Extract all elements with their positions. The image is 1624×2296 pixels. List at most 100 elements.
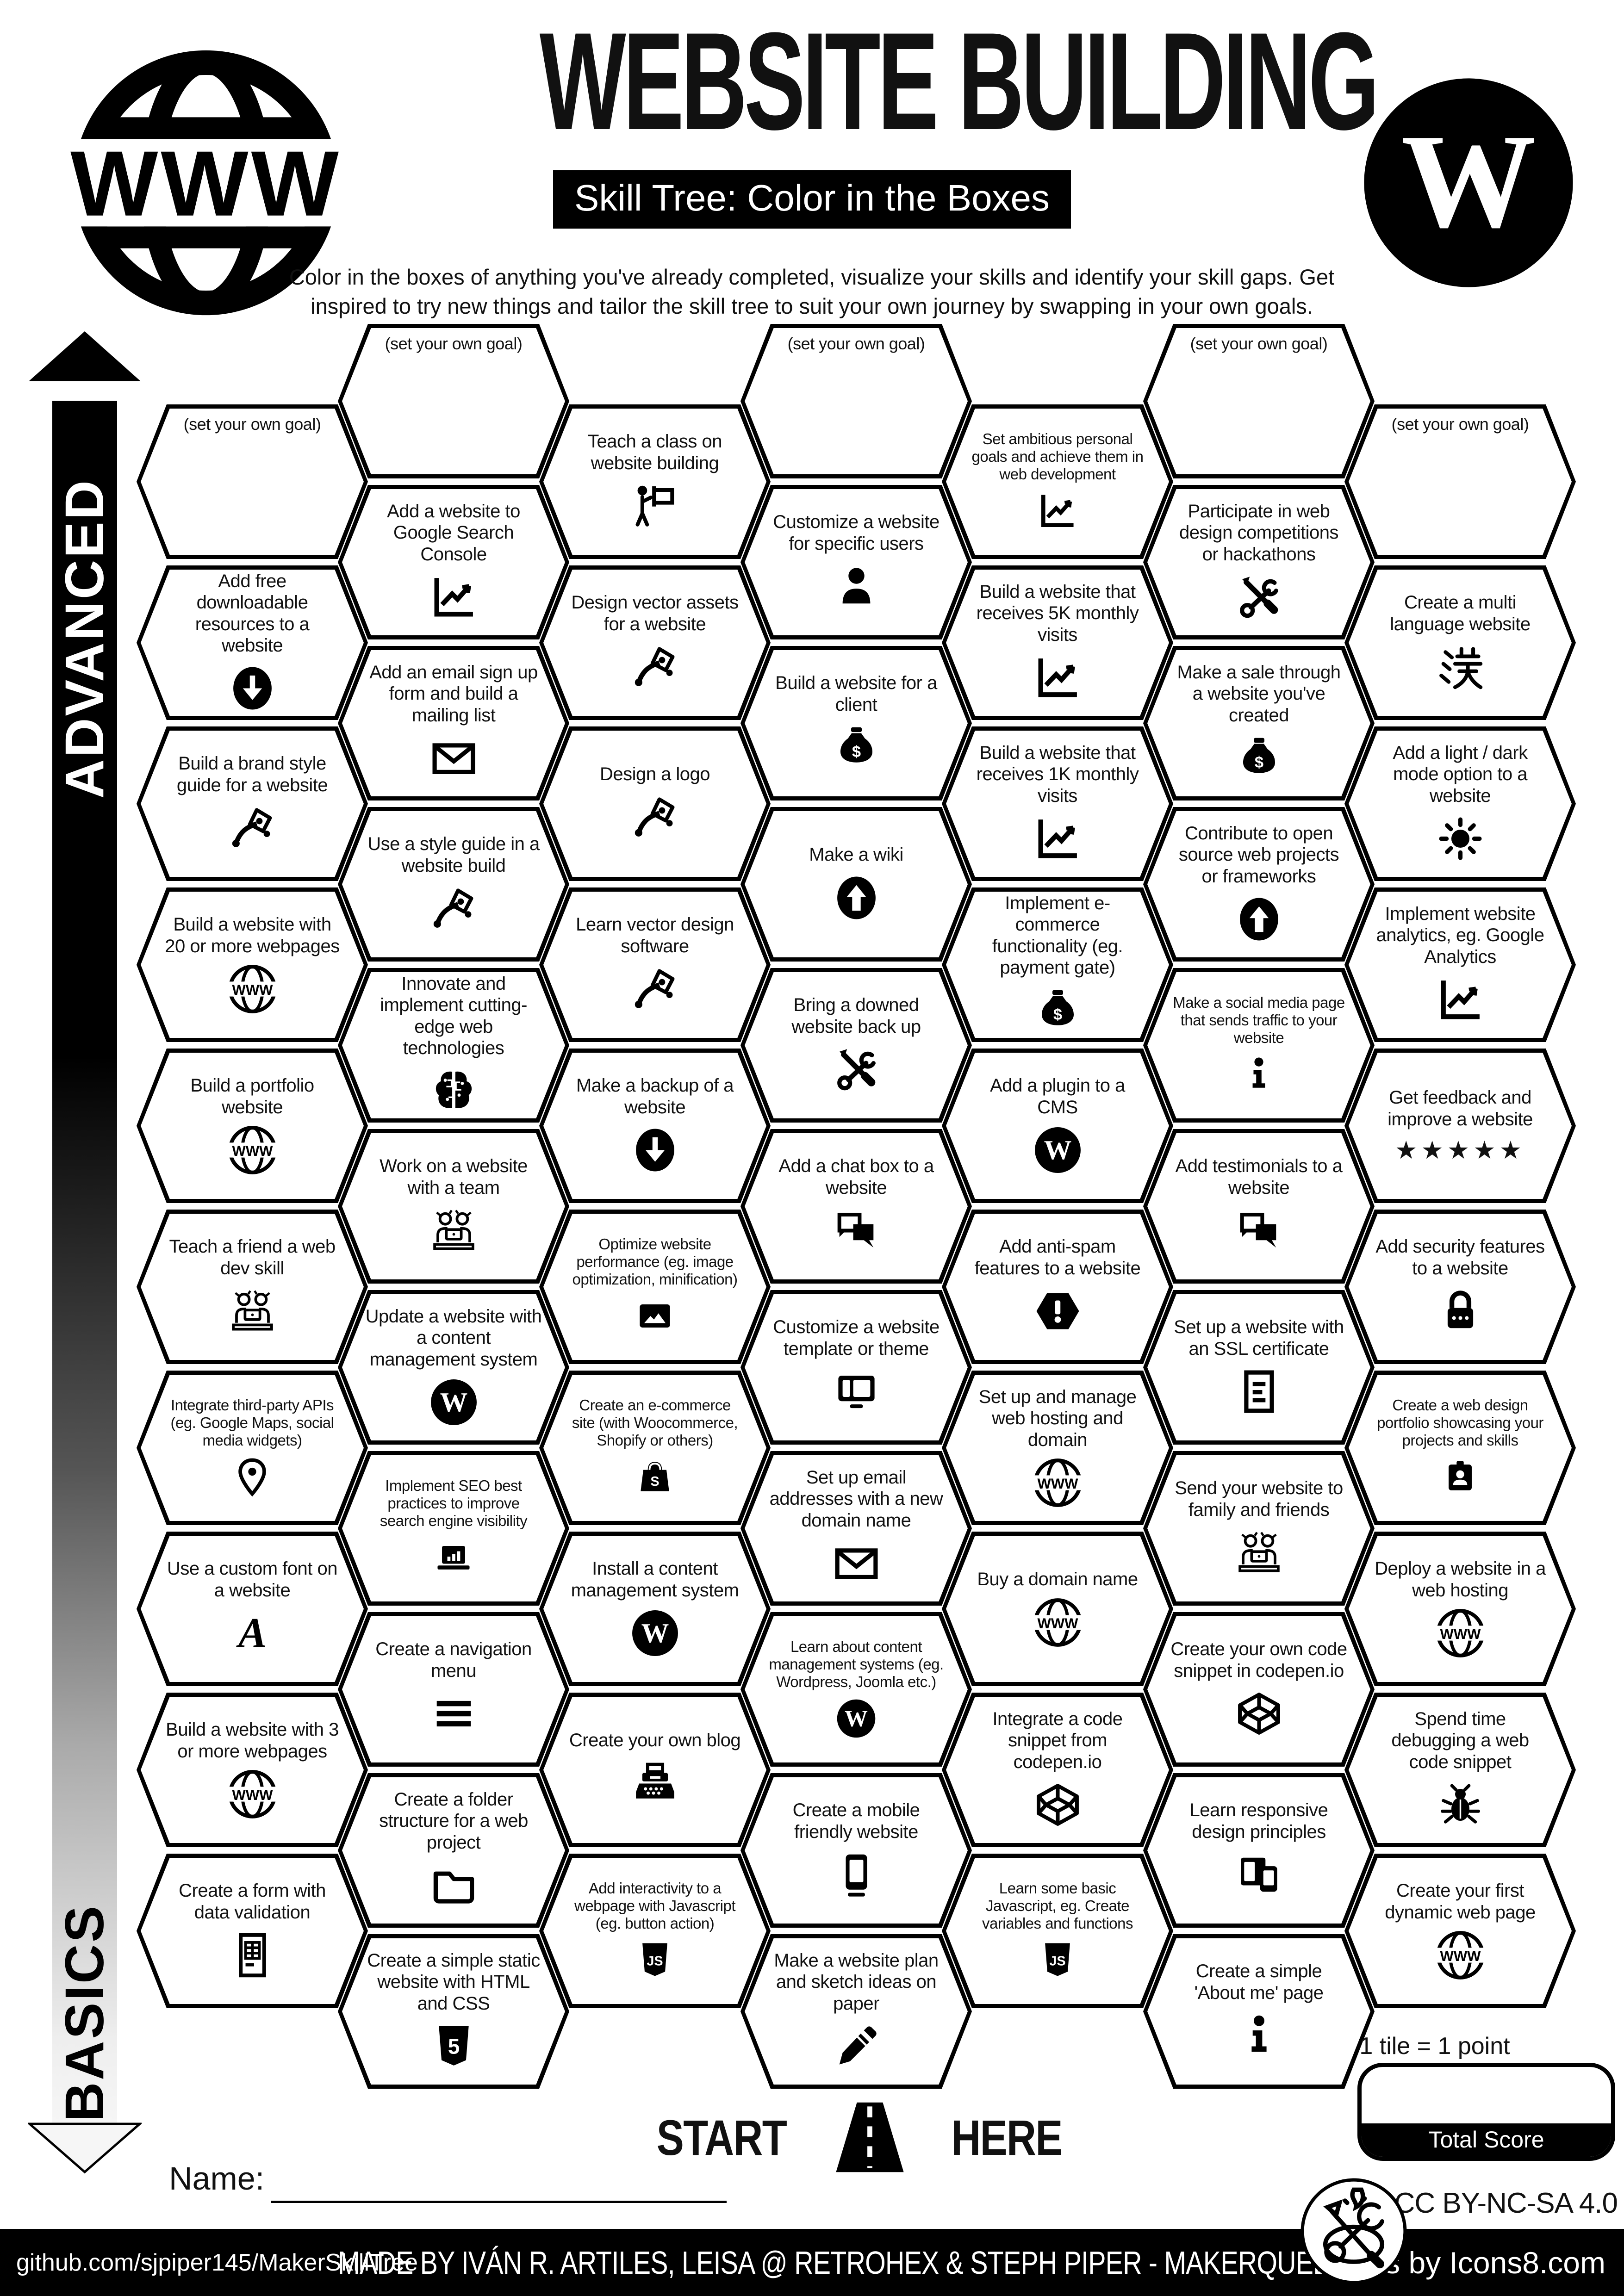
hex-tile-integrate-a-code-snippet-from-codepen-io[interactable]: Integrate a code snippet from codepen.io bbox=[942, 1693, 1173, 1847]
hex-tile-design-a-logo[interactable]: Design a logo bbox=[539, 726, 771, 881]
hex-tile-create-a-simple-about-me-page[interactable]: Create a simple 'About me' page bbox=[1143, 1934, 1375, 2089]
hex-tile-teach-a-class-on-website-building[interactable]: Teach a class on website building bbox=[539, 404, 771, 559]
hex-tile-add-a-light-dark-mode-option-to-a-website[interactable]: Add a light / dark mode option to a webs… bbox=[1344, 726, 1576, 881]
hex-tile-innovate-and-implement-cutting-edge-web-te[interactable]: Innovate and implement cutting-edge web … bbox=[338, 968, 569, 1123]
hex-tile-add-interactivity-to-a-webpage-with-javasc[interactable]: Add interactivity to a webpage with Java… bbox=[539, 1854, 771, 2008]
hex-label: Teach a class on website building bbox=[588, 431, 722, 473]
hex-label: Make a wiki bbox=[809, 844, 903, 865]
hex-tile-participate-in-web-design-competitions-or-[interactable]: Participate in web design competitions o… bbox=[1143, 485, 1375, 639]
footer-github-link[interactable]: github.com/sjpiper145/MakerSkillTree bbox=[16, 2249, 418, 2276]
hex-content: Add interactivity to a webpage with Java… bbox=[566, 1861, 744, 2001]
hex-fill bbox=[745, 650, 968, 796]
hex-label: Create a form with data validation bbox=[179, 1880, 326, 1923]
hex-tile-build-a-portfolio-website[interactable]: Build a portfolio website WWW bbox=[137, 1049, 368, 1203]
hex-tile-create-a-folder-structure-for-a-web-projec[interactable]: Create a folder structure for a web proj… bbox=[338, 1773, 569, 1928]
hex-tile-build-a-website-that-receives-1k-monthly-v[interactable]: Build a website that receives 1K monthly… bbox=[942, 726, 1173, 881]
hex-tile-create-your-first-dynamic-web-page[interactable]: Create your first dynamic web page WWW bbox=[1344, 1854, 1576, 2008]
hex-tile-learn-some-basic-javascript-eg-create-vari[interactable]: Learn some basic Javascript, eg. Create … bbox=[942, 1854, 1173, 2008]
hex-tile-use-a-custom-font-on-a-website[interactable]: Use a custom font on a website A bbox=[137, 1532, 368, 1686]
hex-tile-work-on-a-website-with-a-team[interactable]: Work on a website with a team bbox=[338, 1129, 569, 1284]
hex-tile-add-a-website-to-google-search-console[interactable]: Add a website to Google Search Console bbox=[338, 485, 569, 639]
hex-tile-add-a-chat-box-to-a-website[interactable]: Add a chat box to a website bbox=[740, 1129, 972, 1284]
hex-label: Implement SEO best practices to improve … bbox=[380, 1477, 528, 1530]
hex-tile-create-your-own-code-snippet-in-codepen-io[interactable]: Create your own code snippet in codepen.… bbox=[1143, 1612, 1375, 1767]
hex-tile-design-vector-assets-for-a-website[interactable]: Design vector assets for a website bbox=[539, 565, 771, 720]
hex-tile-create-a-multi-language-website[interactable]: Create a multi language website bbox=[1344, 565, 1576, 720]
total-score-box[interactable]: Total Score bbox=[1357, 2063, 1615, 2161]
hex-tile-teach-a-friend-a-web-dev-skill[interactable]: Teach a friend a web dev skill bbox=[137, 1210, 368, 1364]
hex-tile-set-up-email-addresses-with-a-new-domain-n[interactable]: Set up email addresses with a new domain… bbox=[740, 1451, 972, 1606]
hex-fill bbox=[543, 1858, 766, 2004]
folder-icon bbox=[427, 1859, 480, 1912]
hex-label: Spend time debugging a web code snippet bbox=[1391, 1708, 1529, 1772]
hex-tile-build-a-website-with-3-or-more-webpages[interactable]: Build a website with 3 or more webpages W… bbox=[137, 1693, 368, 1847]
hex-tile-send-your-website-to-family-and-friends[interactable]: Send your website to family and friends bbox=[1143, 1451, 1375, 1606]
hex-tile-add-an-email-sign-up-form-and-build-a-mail[interactable]: Add an email sign up form and build a ma… bbox=[338, 646, 569, 800]
hex-tile-contribute-to-open-source-web-projects-or-[interactable]: Contribute to open source web projects o… bbox=[1143, 807, 1375, 962]
hex-tile-get-feedback-and-improve-a-website[interactable]: Get feedback and improve a website ★★★★★ bbox=[1344, 1049, 1576, 1203]
hex-tile-make-a-social-media-page-that-sends-traffi[interactable]: Make a social media page that sends traf… bbox=[1143, 968, 1375, 1123]
hex-tile-create-a-navigation-menu[interactable]: Create a navigation menu bbox=[338, 1612, 569, 1767]
hex-tile-set-your-own-goal[interactable]: (set your own goal) bbox=[137, 404, 368, 559]
hex-tile-set-up-and-manage-web-hosting-and-domain[interactable]: Set up and manage web hosting and domain… bbox=[942, 1371, 1173, 1525]
hex-content: Get feedback and improve a website ★★★★★ bbox=[1371, 1056, 1549, 1196]
hex-content: Use a custom font on a website A bbox=[163, 1539, 341, 1679]
hex-tile-add-free-downloadable-resources-to-a-websi[interactable]: Add free downloadable resources to a web… bbox=[137, 565, 368, 720]
hex-tile-learn-about-content-management-systems-eg-[interactable]: Learn about content management systems (… bbox=[740, 1612, 972, 1767]
hex-tile-make-a-sale-through-a-website-you-ve-creat[interactable]: Make a sale through a website you've cre… bbox=[1143, 646, 1375, 800]
hex-tile-integrate-third-party-apis-eg-google-maps-[interactable]: Integrate third-party APIs (eg. Google M… bbox=[137, 1371, 368, 1525]
hex-tile-build-a-website-with-20-or-more-webpages[interactable]: Build a website with 20 or more webpages… bbox=[137, 887, 368, 1042]
hex-tile-build-a-brand-style-guide-for-a-website[interactable]: Build a brand style guide for a website bbox=[137, 726, 368, 881]
hex-tile-use-a-style-guide-in-a-website-build[interactable]: Use a style guide in a website build bbox=[338, 807, 569, 962]
hex-tile-buy-a-domain-name[interactable]: Buy a domain name WWW bbox=[942, 1532, 1173, 1686]
hex-fill bbox=[946, 1536, 1169, 1682]
hex-tile-create-a-form-with-data-validation[interactable]: Create a form with data validation bbox=[137, 1854, 368, 2008]
hex-tile-set-your-own-goal[interactable]: (set your own goal) bbox=[1344, 404, 1576, 559]
www-icon: WWW bbox=[226, 1768, 279, 1821]
hex-tile-set-ambitious-personal-goals-and-achieve-t[interactable]: Set ambitious personal goals and achieve… bbox=[942, 404, 1173, 559]
hex-tile-set-your-own-goal[interactable]: (set your own goal) bbox=[740, 324, 972, 478]
hex-tile-create-an-e-commerce-site-with-woocommerce[interactable]: Create an e-commerce site (with Woocomme… bbox=[539, 1371, 771, 1525]
info-icon bbox=[1237, 1052, 1281, 1097]
hex-label: Make a sale through a website you've cre… bbox=[1177, 662, 1341, 726]
start-here: START HERE bbox=[627, 2098, 1090, 2176]
hex-label: Install a content management system bbox=[571, 1558, 739, 1601]
hex-tile-add-security-features-to-a-website[interactable]: Add security features to a website bbox=[1344, 1210, 1576, 1364]
hex-tile-implement-website-analytics-eg-google-anal[interactable]: Implement website analytics, eg. Google … bbox=[1344, 887, 1576, 1042]
hex-tile-make-a-wiki[interactable]: Make a wiki bbox=[740, 807, 972, 962]
hex-tile-learn-responsive-design-principles[interactable]: Learn responsive design principles bbox=[1143, 1773, 1375, 1928]
hex-tile-create-your-own-blog[interactable]: Create your own blog bbox=[539, 1693, 771, 1847]
hex-tile-add-anti-spam-features-to-a-website[interactable]: Add anti-spam features to a website bbox=[942, 1210, 1173, 1364]
hex-tile-bring-a-downed-website-back-up[interactable]: Bring a downed website back up bbox=[740, 968, 972, 1123]
hex-tile-spend-time-debugging-a-web-code-snippet[interactable]: Spend time debugging a web code snippet bbox=[1344, 1693, 1576, 1847]
hex-tile-update-a-website-with-a-content-management[interactable]: Update a website with a content manageme… bbox=[338, 1290, 569, 1445]
hex-tile-customize-a-website-template-or-theme[interactable]: Customize a website template or theme bbox=[740, 1290, 972, 1445]
hex-tile-install-a-content-management-system[interactable]: Install a content management system W bbox=[539, 1532, 771, 1686]
hex-tile-set-your-own-goal[interactable]: (set your own goal) bbox=[1143, 324, 1375, 478]
hex-tile-add-a-plugin-to-a-cms[interactable]: Add a plugin to a CMS W bbox=[942, 1049, 1173, 1203]
hex-label: Design a logo bbox=[599, 764, 710, 785]
hex-fill bbox=[745, 1294, 968, 1440]
hex-label: Add security features to a website bbox=[1375, 1236, 1545, 1278]
hex-tile-create-a-simple-static-website-with-html-a[interactable]: Create a simple static website with HTML… bbox=[338, 1934, 569, 2089]
hex-tile-learn-vector-design-software[interactable]: Learn vector design software bbox=[539, 887, 771, 1042]
hex-tile-optimize-website-performance-eg-image-opti[interactable]: Optimize website performance (eg. image … bbox=[539, 1210, 771, 1364]
hex-tile-set-up-a-website-with-an-ssl-certificate[interactable]: Set up a website with an SSL certificate bbox=[1143, 1290, 1375, 1445]
hex-tile-implement-seo-best-practices-to-improve-se[interactable]: Implement SEO best practices to improve … bbox=[338, 1451, 569, 1606]
wordpress-logo: W bbox=[1360, 74, 1577, 292]
hex-content: Spend time debugging a web code snippet bbox=[1371, 1700, 1549, 1840]
hex-tile-add-testimonials-to-a-website[interactable]: Add testimonials to a website bbox=[1143, 1129, 1375, 1284]
hex-tile-create-a-web-design-portfolio-showcasing-y[interactable]: Create a web design portfolio showcasing… bbox=[1344, 1371, 1576, 1525]
hex-tile-implement-e-commerce-functionality-eg-paym[interactable]: Implement e-commerce functionality (eg. … bbox=[942, 887, 1173, 1042]
hex-label: Add a plugin to a CMS bbox=[990, 1075, 1125, 1117]
hex-tile-deploy-a-website-in-a-web-hosting[interactable]: Deploy a website in a web hosting WWW bbox=[1344, 1532, 1576, 1686]
name-input-line[interactable] bbox=[271, 2201, 727, 2203]
hex-tile-build-a-website-that-receives-5k-monthly-v[interactable]: Build a website that receives 5K monthly… bbox=[942, 565, 1173, 720]
hex-tile-make-a-backup-of-a-website[interactable]: Make a backup of a website bbox=[539, 1049, 771, 1203]
hex-tile-set-your-own-goal[interactable]: (set your own goal) bbox=[338, 324, 569, 478]
hex-tile-make-a-website-plan-and-sketch-ideas-on-pa[interactable]: Make a website plan and sketch ideas on … bbox=[740, 1934, 972, 2089]
hex-tile-build-a-website-for-a-client[interactable]: Build a website for a client $ bbox=[740, 646, 972, 800]
hex-tile-create-a-mobile-friendly-website[interactable]: Create a mobile friendly website bbox=[740, 1773, 972, 1928]
hex-tile-customize-a-website-for-specific-users[interactable]: Customize a website for specific users bbox=[740, 485, 972, 639]
hex-content: (set your own goal) bbox=[365, 331, 542, 471]
